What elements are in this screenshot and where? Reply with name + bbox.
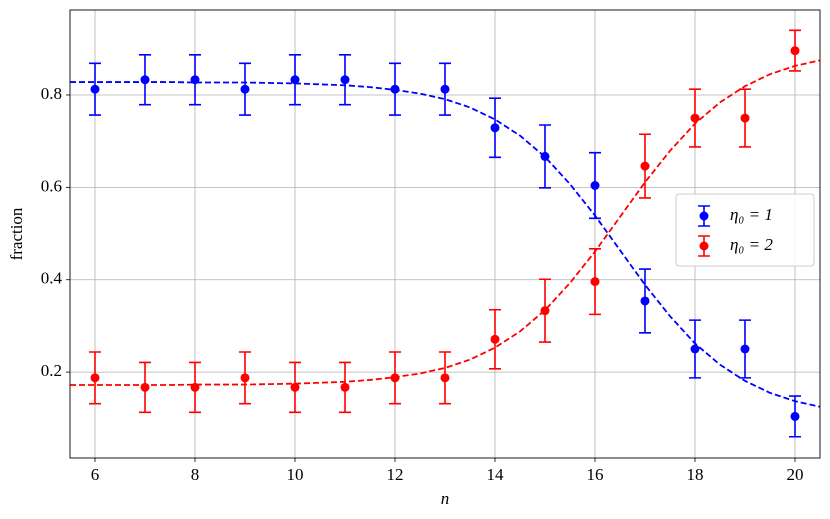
x-tick-label: 14 bbox=[487, 465, 505, 484]
legend-label: η₀ = 1 bbox=[730, 205, 773, 224]
data-point bbox=[540, 306, 550, 316]
data-point bbox=[290, 75, 300, 85]
data-point bbox=[90, 373, 100, 383]
data-point bbox=[240, 373, 250, 383]
data-point bbox=[590, 277, 600, 287]
data-point bbox=[690, 113, 700, 123]
data bbox=[89, 29, 801, 438]
data-point bbox=[740, 344, 750, 354]
y-tick-label: 0.2 bbox=[41, 361, 62, 380]
data-point bbox=[290, 382, 300, 392]
y-tick-label: 0.8 bbox=[41, 84, 62, 103]
data-point bbox=[590, 181, 600, 191]
y-axis-label: fraction bbox=[7, 207, 26, 260]
data-point bbox=[540, 151, 550, 161]
x-tick-label: 8 bbox=[191, 465, 200, 484]
data-point bbox=[140, 75, 150, 85]
data-point bbox=[90, 84, 100, 94]
data-point bbox=[490, 123, 500, 133]
x-axis-label: n bbox=[441, 489, 450, 508]
x-tick-label: 18 bbox=[687, 465, 704, 484]
x-tick-label: 20 bbox=[787, 465, 804, 484]
y-tick-label: 0.4 bbox=[41, 269, 63, 288]
x-tick-label: 6 bbox=[91, 465, 100, 484]
legend-label: η₀ = 2 bbox=[730, 235, 773, 254]
data-point bbox=[790, 411, 800, 421]
data-point bbox=[640, 296, 650, 306]
x-tick-label: 10 bbox=[287, 465, 304, 484]
legend-box bbox=[675, 193, 815, 267]
data-point bbox=[390, 373, 400, 383]
data-point bbox=[340, 382, 350, 392]
data-point bbox=[440, 84, 450, 94]
plot-frame bbox=[69, 9, 821, 459]
data-point bbox=[140, 382, 150, 392]
data-point bbox=[190, 75, 200, 85]
data-point bbox=[390, 84, 400, 94]
data-point bbox=[740, 113, 750, 123]
x-tick-label: 12 bbox=[387, 465, 404, 484]
data-point bbox=[790, 46, 800, 56]
data-point bbox=[240, 84, 250, 94]
data-point bbox=[190, 382, 200, 392]
data-point bbox=[340, 75, 350, 85]
x-tick-label: 16 bbox=[587, 465, 604, 484]
legend-marker bbox=[699, 211, 709, 221]
data-point bbox=[440, 373, 450, 383]
data-point bbox=[640, 161, 650, 171]
legend-marker bbox=[699, 241, 709, 251]
data-point bbox=[690, 344, 700, 354]
legend: η₀ = 1 η₀ = 2 bbox=[675, 193, 815, 267]
y-tick-label: 0.6 bbox=[41, 176, 62, 195]
data-point bbox=[490, 334, 500, 344]
